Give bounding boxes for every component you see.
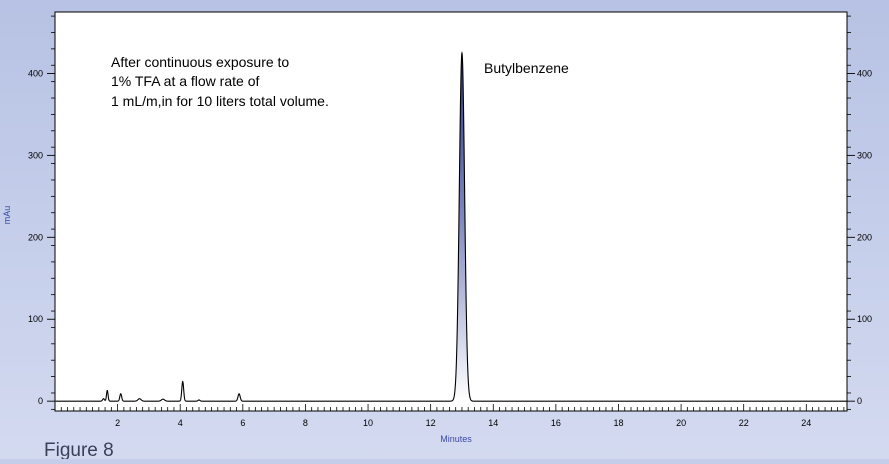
x-tick-label: 2	[115, 418, 120, 428]
y-tick-label-left: 300	[28, 150, 43, 160]
y-tick-label-left: 0	[38, 396, 43, 406]
y-tick-label-right: 0	[857, 396, 862, 406]
y-tick-label-left: 100	[28, 314, 43, 324]
x-tick-label: 6	[240, 418, 245, 428]
plot-area	[54, 11, 848, 412]
y-tick-label-left: 400	[28, 68, 43, 78]
x-tick-label: 20	[676, 418, 686, 428]
y-tick-label-left: 200	[28, 232, 43, 242]
x-tick-label: 16	[551, 418, 561, 428]
y-tick-label-right: 200	[857, 232, 872, 242]
x-tick-label: 22	[739, 418, 749, 428]
x-tick-label: 24	[801, 418, 811, 428]
y-axis-label: mAu	[2, 206, 12, 225]
x-tick-label: 10	[363, 418, 373, 428]
y-tick-label-right: 400	[857, 68, 872, 78]
x-tick-label: 18	[613, 418, 623, 428]
x-tick-label: 8	[303, 418, 308, 428]
annotation-line-2: 1% TFA at a flow rate of	[111, 73, 259, 89]
x-axis-label: Minutes	[440, 434, 472, 444]
axis-ticks	[47, 15, 855, 411]
butylbenzene-peak-fill	[450, 52, 474, 402]
x-tick-label: 14	[488, 418, 498, 428]
annotation-line-1: After continuous exposure to	[111, 54, 289, 70]
x-tick-label: 4	[178, 418, 183, 428]
chromatogram-trace	[55, 51, 847, 402]
y-tick-label-right: 100	[857, 314, 872, 324]
figure-caption: Figure 8	[44, 440, 114, 459]
annotation-line-3: 1 mL/m,in for 10 liters total volume.	[111, 93, 329, 109]
y-tick-label-right: 300	[857, 150, 872, 160]
x-tick-label: 12	[426, 418, 436, 428]
peak-label: Butylbenzene	[484, 60, 569, 76]
